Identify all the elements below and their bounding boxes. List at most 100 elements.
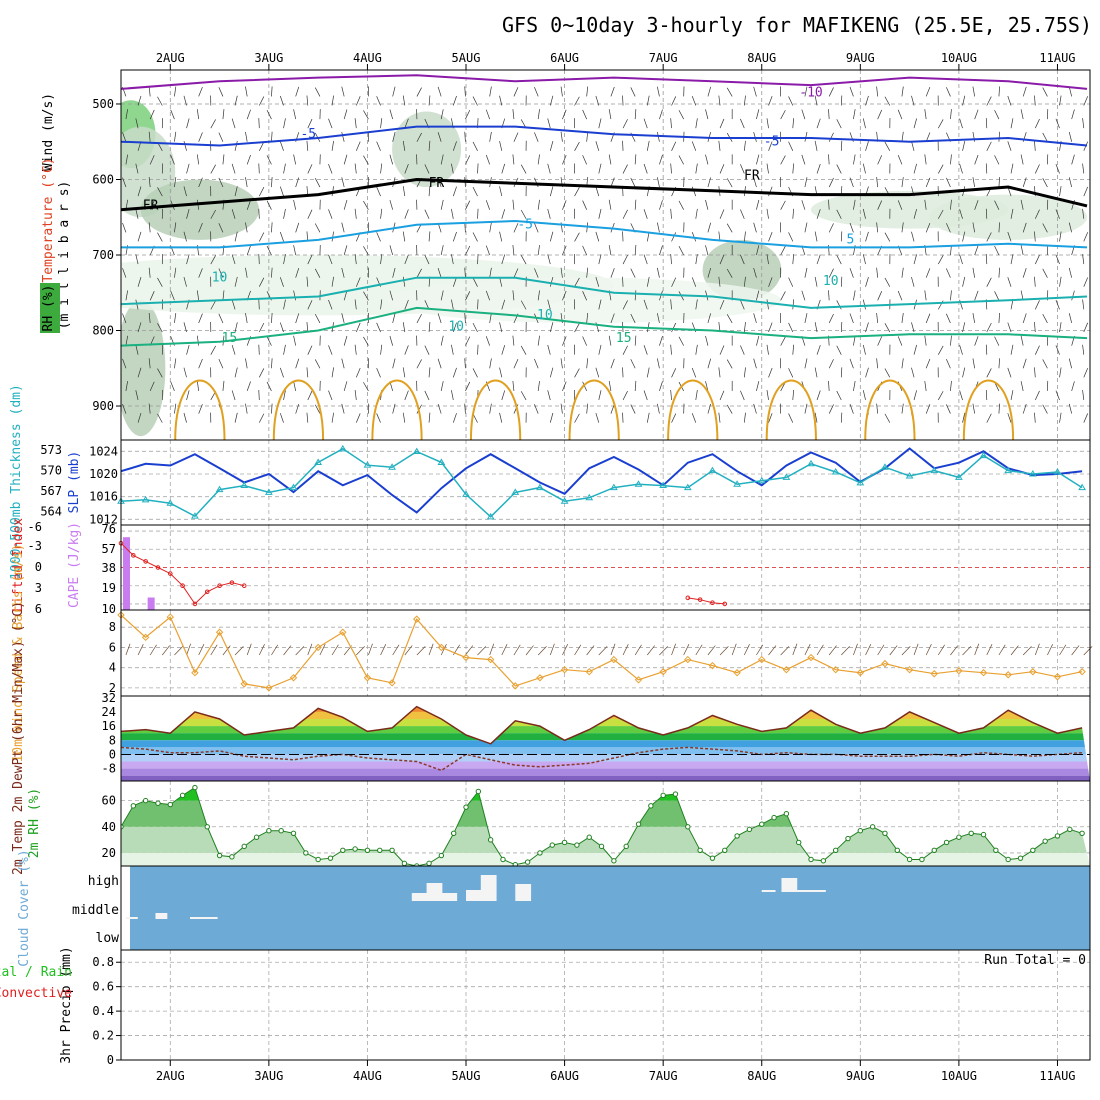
surface-barb <box>295 646 305 656</box>
wind-point <box>905 665 914 674</box>
wind-barb <box>884 413 891 423</box>
wind-barb <box>849 86 854 97</box>
wind-barb <box>293 335 297 346</box>
wind-barb <box>485 109 491 120</box>
wind-barb <box>853 109 856 120</box>
wind-barb <box>959 209 963 219</box>
cloud-bar <box>796 890 826 892</box>
surface-barb <box>489 643 495 656</box>
wind-barb <box>428 412 431 423</box>
wind-barb <box>670 208 672 219</box>
wind-barb <box>218 358 224 369</box>
wind-barb <box>1055 254 1060 265</box>
wind-barb <box>1007 322 1012 333</box>
wind-barb <box>671 96 677 106</box>
wind-barb <box>574 277 580 287</box>
wind-barb <box>125 154 129 165</box>
wind-barb <box>691 413 697 423</box>
wind-barb <box>266 109 272 120</box>
precip-ylabel: 3hr Precip (mm) <box>59 946 74 1063</box>
wind-barb <box>659 335 663 346</box>
wind-barb <box>695 118 698 129</box>
wind-barb <box>196 290 200 301</box>
warm-contour <box>962 379 1015 440</box>
wind-barb <box>266 336 272 346</box>
wind-barb <box>135 254 139 265</box>
wind-barb <box>598 208 602 219</box>
wind-barb <box>726 87 733 97</box>
wind-barb <box>670 344 672 355</box>
wind-barb <box>343 109 348 120</box>
wind-label: Wind (m/s) <box>41 93 56 171</box>
thickness-point <box>955 473 963 480</box>
wind-barb <box>865 141 869 151</box>
wind-barb <box>354 208 357 219</box>
surface-barb <box>1022 646 1032 656</box>
wind-barb <box>1068 222 1073 233</box>
wind-barb <box>876 358 879 369</box>
rh-point <box>327 855 334 861</box>
wind-barb <box>170 109 175 120</box>
wind-barb <box>792 254 795 265</box>
wind-barb <box>258 368 265 378</box>
wind-barb <box>718 367 721 378</box>
wind-barb <box>780 155 786 165</box>
wind-barb <box>489 86 492 97</box>
wind-barb <box>1059 186 1062 197</box>
wind-barb <box>780 200 786 210</box>
wind-barb <box>972 222 976 233</box>
wind-barb <box>986 277 992 287</box>
temperature-label: Temperature (°C) <box>41 157 56 282</box>
wind-barb <box>792 163 795 174</box>
wind-barb <box>452 231 457 242</box>
rh-point <box>1042 838 1048 844</box>
wind-speed-line <box>120 614 1083 689</box>
wind-barb <box>392 403 396 414</box>
wind-barb <box>865 277 869 287</box>
cloud-bar <box>781 878 798 892</box>
wind-point <box>462 653 470 662</box>
wind-barb <box>1034 254 1040 265</box>
li-point <box>241 583 247 589</box>
thickness-point <box>609 483 618 491</box>
rh-point <box>179 792 186 799</box>
wind-point <box>363 674 372 682</box>
wind-barb <box>331 231 334 242</box>
wind-barb <box>788 141 794 151</box>
wind-barb <box>814 412 818 423</box>
wind-barb <box>946 404 951 414</box>
wind-barb <box>814 231 818 242</box>
wind-barb <box>913 254 917 265</box>
wind-barb <box>595 95 600 106</box>
wind-barb <box>125 335 129 346</box>
wind-barb <box>1042 359 1048 369</box>
wind-barb <box>634 109 637 120</box>
wind-barb <box>695 254 698 265</box>
wind-barb <box>549 367 554 378</box>
panel-frame <box>120 439 1091 526</box>
thickness-point <box>831 467 840 475</box>
contour-label: -5 <box>764 135 780 150</box>
wind-barb <box>218 313 224 324</box>
rh-ylabel: 2m RH (%) <box>27 788 42 858</box>
wind-barb <box>354 118 357 129</box>
wind-barb <box>862 344 866 355</box>
wind-barb <box>174 403 177 414</box>
wind-barb <box>198 177 203 188</box>
wind-barb <box>148 358 151 369</box>
wind-point <box>585 668 593 676</box>
wind-barb <box>671 232 677 242</box>
wind-point <box>979 669 988 677</box>
wind-barb <box>985 344 988 355</box>
wind-barb <box>562 109 567 120</box>
wind-barb <box>962 276 966 287</box>
slp-tick: 1024 <box>89 444 118 458</box>
wind-barb <box>1034 322 1036 333</box>
wind-barb <box>1083 96 1089 106</box>
wind-point <box>536 674 544 682</box>
wind-barb <box>756 109 760 120</box>
wind-barb <box>719 254 725 265</box>
wind-barb <box>801 109 806 120</box>
temp-tick: 0 <box>109 747 116 761</box>
wind-barb <box>974 245 979 256</box>
